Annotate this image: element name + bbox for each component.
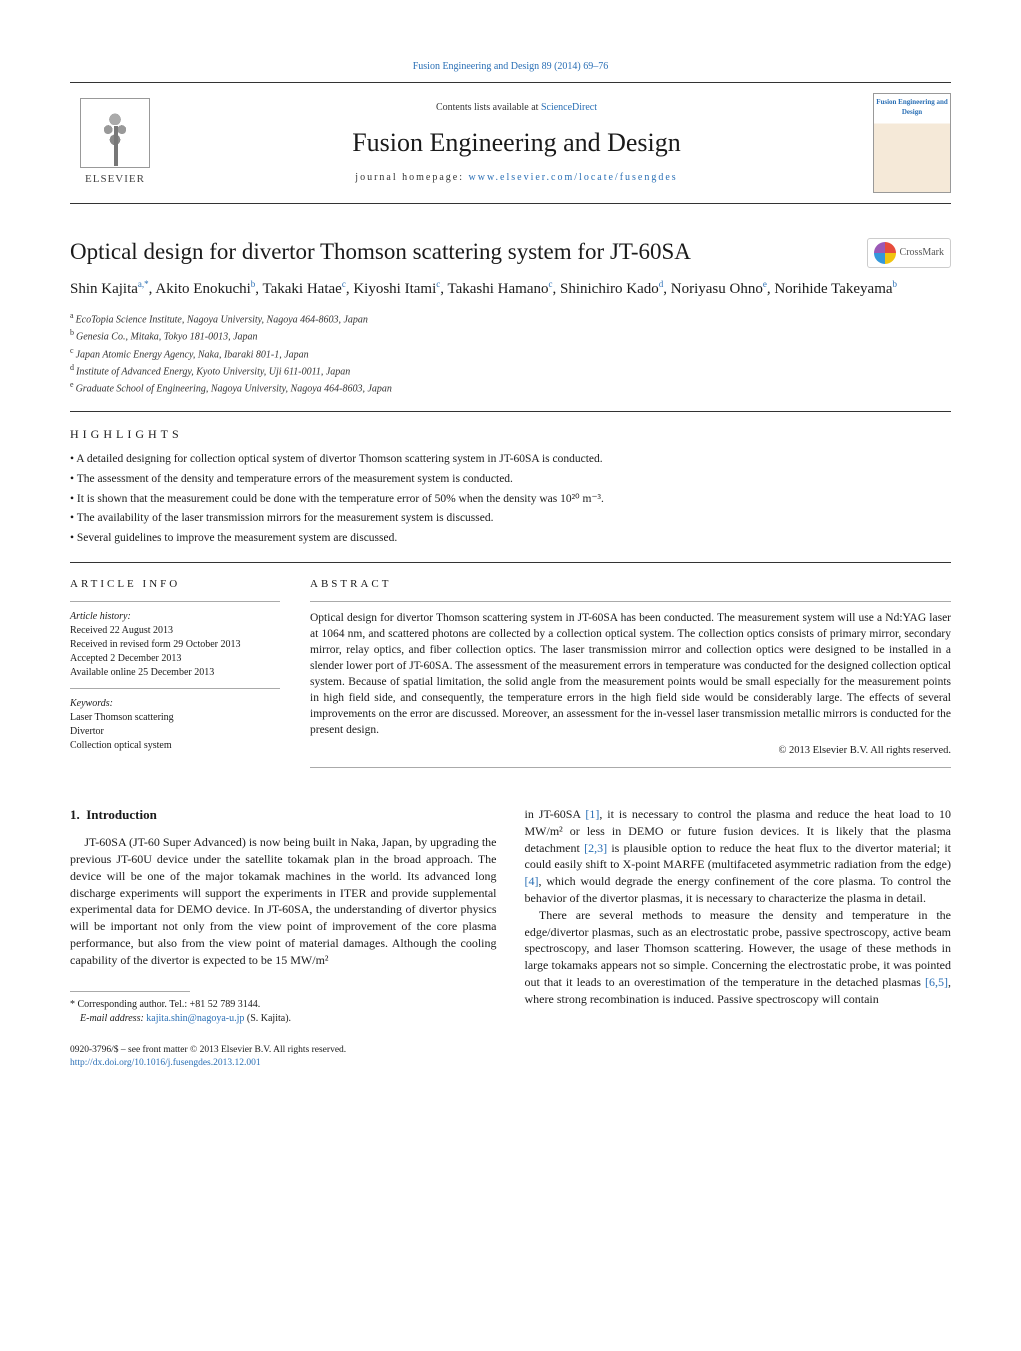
abstract-heading: ABSTRACT xyxy=(310,577,951,592)
author-list: Shin Kajitaa,*, Akito Enokuchib, Takaki … xyxy=(70,278,951,300)
author: Kiyoshi Itamic xyxy=(353,281,440,297)
keyword: Divertor xyxy=(70,725,280,739)
citation-link[interactable]: [1] xyxy=(585,807,599,821)
email-link[interactable]: kajita.shin@nagoya-u.jp xyxy=(146,1013,244,1024)
front-matter-line: 0920-3796/$ – see front matter © 2013 El… xyxy=(70,1044,951,1057)
jhome-prefix: journal homepage: xyxy=(355,172,468,183)
highlight-item: Several guidelines to improve the measur… xyxy=(70,529,951,549)
affiliation: eGraduate School of Engineering, Nagoya … xyxy=(70,379,951,396)
divider xyxy=(310,767,951,768)
citation-link[interactable]: [2,3] xyxy=(584,841,607,855)
issue-reference[interactable]: Fusion Engineering and Design 89 (2014) … xyxy=(70,60,951,74)
corresponding-author: * Corresponding author. Tel.: +81 52 789… xyxy=(70,998,497,1026)
abstract-copyright: © 2013 Elsevier B.V. All rights reserved… xyxy=(310,744,951,759)
journal-homepage: journal homepage: www.elsevier.com/locat… xyxy=(174,171,859,185)
history-date: Available online 25 December 2013 xyxy=(70,666,280,680)
affiliation: bGenesia Co., Mitaka, Tokyo 181-0013, Ja… xyxy=(70,327,951,344)
article-info: ARTICLE INFO Article history: Received 2… xyxy=(70,577,280,776)
article-info-heading: ARTICLE INFO xyxy=(70,577,280,592)
keyword: Collection optical system xyxy=(70,739,280,753)
highlight-item: A detailed designing for collection opti… xyxy=(70,450,951,470)
affiliation: cJapan Atomic Energy Agency, Naka, Ibara… xyxy=(70,345,951,362)
publisher-logo: ELSEVIER xyxy=(70,93,160,193)
divider xyxy=(70,601,280,602)
citation-link[interactable]: [4] xyxy=(525,874,539,888)
footnote-rule xyxy=(70,991,190,992)
article-title: Optical design for divertor Thomson scat… xyxy=(70,238,855,267)
doi-link[interactable]: http://dx.doi.org/10.1016/j.fusengdes.20… xyxy=(70,1058,261,1068)
citation-link[interactable]: [6,5] xyxy=(925,975,948,989)
affiliation-list: aEcoTopia Science Institute, Nagoya Univ… xyxy=(70,310,951,397)
keyword: Laser Thomson scattering xyxy=(70,711,280,725)
affiliation: aEcoTopia Science Institute, Nagoya Univ… xyxy=(70,310,951,327)
history-date: Received in revised form 29 October 2013 xyxy=(70,638,280,652)
journal-homepage-link[interactable]: www.elsevier.com/locate/fusengdes xyxy=(469,172,678,183)
history-date: Received 22 August 2013 xyxy=(70,624,280,638)
author: Norihide Takeyamab xyxy=(774,281,897,297)
highlights-heading: HIGHLIGHTS xyxy=(70,426,951,443)
sciencedirect-link[interactable]: ScienceDirect xyxy=(541,102,597,113)
journal-cover-thumb: Fusion Engineering and Design xyxy=(873,93,951,193)
history-date: Accepted 2 December 2013 xyxy=(70,652,280,666)
journal-name: Fusion Engineering and Design xyxy=(174,125,859,161)
contents-available: Contents lists available at ScienceDirec… xyxy=(174,101,859,115)
abstract-text: Optical design for divertor Thomson scat… xyxy=(310,610,951,739)
crossmark-label: CrossMark xyxy=(900,246,944,260)
divider xyxy=(70,411,951,412)
crossmark-icon xyxy=(874,242,896,264)
keywords-label: Keywords: xyxy=(70,697,280,711)
publisher-name: ELSEVIER xyxy=(85,172,145,187)
highlight-item: It is shown that the measurement could b… xyxy=(70,490,951,510)
elsevier-tree-icon xyxy=(80,98,150,168)
author: Noriyasu Ohnoe xyxy=(671,281,767,297)
author: Shin Kajitaa,* xyxy=(70,281,149,297)
divider xyxy=(310,601,951,602)
author: Shinichiro Kadod xyxy=(560,281,663,297)
body-text: 1. Introduction JT-60SA (JT-60 Super Adv… xyxy=(70,806,951,1026)
abstract: ABSTRACT Optical design for divertor Tho… xyxy=(310,577,951,776)
author: Takaki Hataec xyxy=(263,281,346,297)
paragraph: JT-60SA (JT-60 Super Advanced) is now be… xyxy=(70,834,497,968)
paragraph: in JT-60SA [1], it is necessary to contr… xyxy=(525,806,952,907)
page-footer: 0920-3796/$ – see front matter © 2013 El… xyxy=(70,1044,951,1071)
crossmark-badge[interactable]: CrossMark xyxy=(867,238,951,268)
contents-prefix: Contents lists available at xyxy=(436,102,541,113)
author: Takashi Hamanoc xyxy=(447,281,552,297)
history-label: Article history: xyxy=(70,610,280,624)
divider xyxy=(70,562,951,563)
paragraph: There are several methods to measure the… xyxy=(525,907,952,1008)
author: Akito Enokuchib xyxy=(155,281,255,297)
affiliation: dInstitute of Advanced Energy, Kyoto Uni… xyxy=(70,362,951,379)
highlight-item: The availability of the laser transmissi… xyxy=(70,509,951,529)
divider xyxy=(70,688,280,689)
journal-header: ELSEVIER Contents lists available at Sci… xyxy=(70,82,951,204)
highlights-list: A detailed designing for collection opti… xyxy=(70,450,951,548)
section-heading: 1. Introduction xyxy=(70,806,497,824)
highlight-item: The assessment of the density and temper… xyxy=(70,470,951,490)
